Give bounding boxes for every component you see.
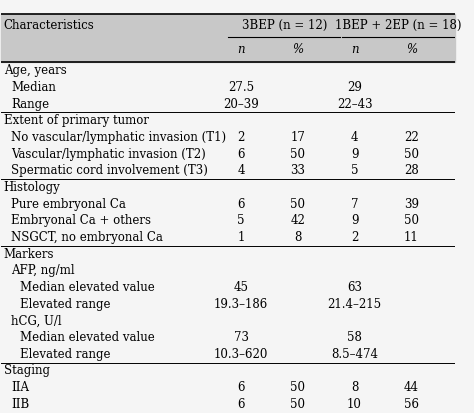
Text: Age, years: Age, years xyxy=(4,64,66,77)
Text: 10: 10 xyxy=(347,398,362,411)
Text: 11: 11 xyxy=(404,231,419,244)
Text: No vascular/lymphatic invasion (T1): No vascular/lymphatic invasion (T1) xyxy=(11,131,227,144)
Text: Markers: Markers xyxy=(4,248,54,261)
Text: 21.4–215: 21.4–215 xyxy=(328,298,382,311)
Text: Pure embryonal Ca: Pure embryonal Ca xyxy=(11,198,126,211)
Text: n: n xyxy=(237,43,245,56)
Text: 50: 50 xyxy=(290,147,305,161)
Text: Staging: Staging xyxy=(4,364,50,377)
Text: 5: 5 xyxy=(351,164,358,177)
Text: 50: 50 xyxy=(290,381,305,394)
Text: Range: Range xyxy=(11,97,49,111)
Text: 33: 33 xyxy=(290,164,305,177)
Text: %: % xyxy=(292,43,303,56)
Text: 44: 44 xyxy=(404,381,419,394)
Text: 39: 39 xyxy=(404,198,419,211)
Text: 42: 42 xyxy=(291,214,305,227)
Text: 8: 8 xyxy=(351,381,358,394)
Text: AFP, ng/ml: AFP, ng/ml xyxy=(11,264,75,278)
Text: Characteristics: Characteristics xyxy=(4,19,94,32)
Text: Elevated range: Elevated range xyxy=(20,348,111,361)
Text: Median elevated value: Median elevated value xyxy=(20,331,155,344)
Text: hCG, U/l: hCG, U/l xyxy=(11,314,62,328)
Text: 6: 6 xyxy=(237,198,245,211)
Text: 19.3–186: 19.3–186 xyxy=(214,298,268,311)
Text: Spermatic cord involvement (T3): Spermatic cord involvement (T3) xyxy=(11,164,208,177)
Text: NSGCT, no embryonal Ca: NSGCT, no embryonal Ca xyxy=(11,231,163,244)
Text: 63: 63 xyxy=(347,281,362,294)
Text: 6: 6 xyxy=(237,147,245,161)
Text: 20–39: 20–39 xyxy=(223,97,259,111)
Text: 9: 9 xyxy=(351,147,358,161)
Text: IIA: IIA xyxy=(11,381,29,394)
Text: 56: 56 xyxy=(404,398,419,411)
Text: Embryonal Ca + others: Embryonal Ca + others xyxy=(11,214,151,227)
Text: 1: 1 xyxy=(237,231,245,244)
Text: 73: 73 xyxy=(234,331,248,344)
Text: 7: 7 xyxy=(351,198,358,211)
Text: 4: 4 xyxy=(351,131,358,144)
Text: Extent of primary tumor: Extent of primary tumor xyxy=(4,114,149,127)
Text: Median: Median xyxy=(11,81,56,94)
Text: 8.5–474: 8.5–474 xyxy=(331,348,378,361)
Text: 50: 50 xyxy=(404,147,419,161)
Bar xyxy=(1,14,456,62)
Text: 2: 2 xyxy=(237,131,245,144)
Text: n: n xyxy=(351,43,358,56)
Text: 50: 50 xyxy=(290,398,305,411)
Text: 6: 6 xyxy=(237,381,245,394)
Text: 2: 2 xyxy=(351,231,358,244)
Text: 27.5: 27.5 xyxy=(228,81,254,94)
Text: 45: 45 xyxy=(234,281,248,294)
Text: Vascular/lymphatic invasion (T2): Vascular/lymphatic invasion (T2) xyxy=(11,147,206,161)
Text: 3BEP (n = 12): 3BEP (n = 12) xyxy=(242,19,328,32)
Text: Elevated range: Elevated range xyxy=(20,298,111,311)
Text: 9: 9 xyxy=(351,214,358,227)
Text: 10.3–620: 10.3–620 xyxy=(214,348,268,361)
Text: 50: 50 xyxy=(290,198,305,211)
Text: 22–43: 22–43 xyxy=(337,97,373,111)
Text: 8: 8 xyxy=(294,231,301,244)
Text: 17: 17 xyxy=(291,131,305,144)
Text: IIB: IIB xyxy=(11,398,29,411)
Text: 22: 22 xyxy=(404,131,419,144)
Text: 29: 29 xyxy=(347,81,362,94)
Text: 6: 6 xyxy=(237,398,245,411)
Text: 50: 50 xyxy=(404,214,419,227)
Text: 1BEP + 2EP (n = 18): 1BEP + 2EP (n = 18) xyxy=(335,19,462,32)
Text: 58: 58 xyxy=(347,331,362,344)
Text: 5: 5 xyxy=(237,214,245,227)
Text: 4: 4 xyxy=(237,164,245,177)
Text: %: % xyxy=(406,43,417,56)
Text: Median elevated value: Median elevated value xyxy=(20,281,155,294)
Text: 28: 28 xyxy=(404,164,419,177)
Text: Histology: Histology xyxy=(4,181,60,194)
